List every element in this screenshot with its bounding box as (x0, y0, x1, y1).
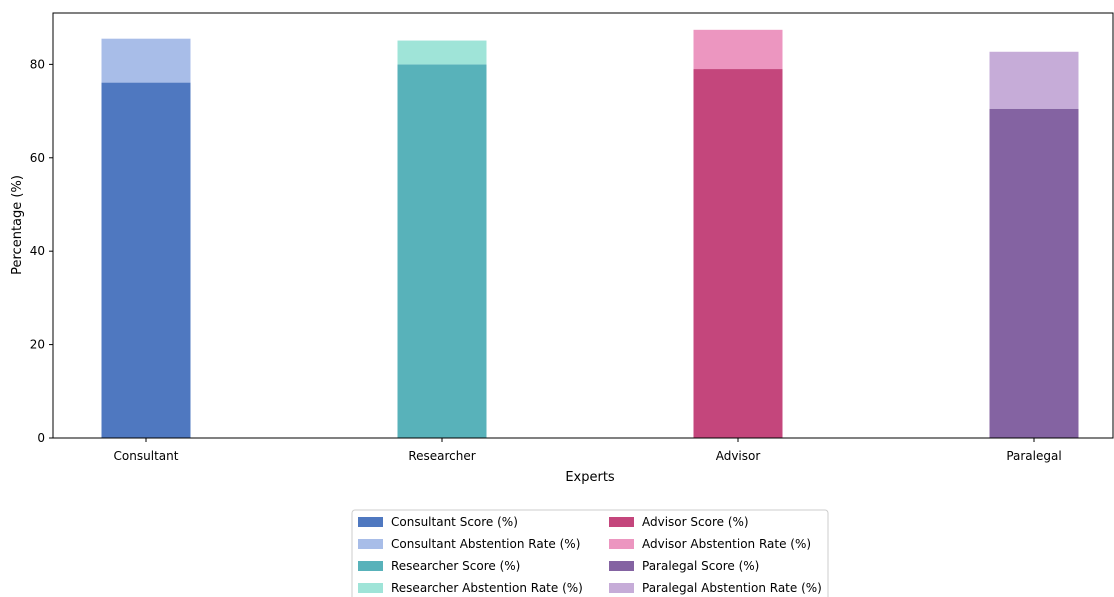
legend-label: Consultant Score (%) (391, 515, 518, 529)
legend: Consultant Score (%) Consultant Abstentio… (351, 509, 829, 597)
legend-swatch (358, 583, 383, 593)
bars-group (101, 29, 1079, 439)
legend-swatch (609, 539, 634, 549)
bar-paralegal-abstention (989, 51, 1079, 109)
legend-swatch (609, 583, 634, 593)
y-tick-label: 0 (37, 431, 45, 445)
x-axis-label: Experts (565, 470, 615, 485)
x-tick-label: Consultant (114, 449, 179, 463)
x-tick-label: Paralegal (1006, 449, 1061, 463)
legend-label: Researcher Score (%) (391, 559, 520, 573)
plot-border (52, 12, 1114, 439)
legend-swatch (358, 539, 383, 549)
bar-consultant-score (101, 82, 191, 438)
legend-swatch (609, 517, 634, 527)
legend-label: Advisor Abstention Rate (%) (642, 537, 811, 551)
legend-box (351, 509, 829, 597)
bar-researcher-score (397, 64, 487, 438)
y-tick-label: 80 (30, 57, 45, 71)
y-tick-label: 60 (30, 151, 45, 165)
legend-label: Researcher Abstention Rate (%) (391, 581, 583, 595)
y-axis-ticks: 0 20 40 60 80 (30, 57, 53, 445)
bar-consultant-abstention (101, 38, 191, 83)
legend-label: Consultant Abstention Rate (%) (391, 537, 580, 551)
axes-frame (52, 12, 1114, 439)
x-axis-ticks: Consultant Researcher Advisor Paralegal (114, 438, 1062, 463)
y-tick-label: 40 (30, 244, 45, 258)
bar-advisor-score (693, 69, 783, 439)
bar-researcher-abstention (397, 40, 487, 65)
x-tick-label: Researcher (408, 449, 475, 463)
legend-label: Paralegal Score (%) (642, 559, 759, 573)
y-axis-label: Percentage (%) (10, 175, 25, 275)
bar-paralegal-score (989, 108, 1079, 438)
legend-label: Paralegal Abstention Rate (%) (642, 581, 822, 595)
legend-swatch (358, 561, 383, 571)
legend-swatch (609, 561, 634, 571)
y-tick-label: 20 (30, 338, 45, 352)
bar-advisor-abstention (693, 29, 783, 70)
x-tick-label: Advisor (716, 449, 761, 463)
legend-label: Advisor Score (%) (642, 515, 749, 529)
legend-swatch (358, 517, 383, 527)
